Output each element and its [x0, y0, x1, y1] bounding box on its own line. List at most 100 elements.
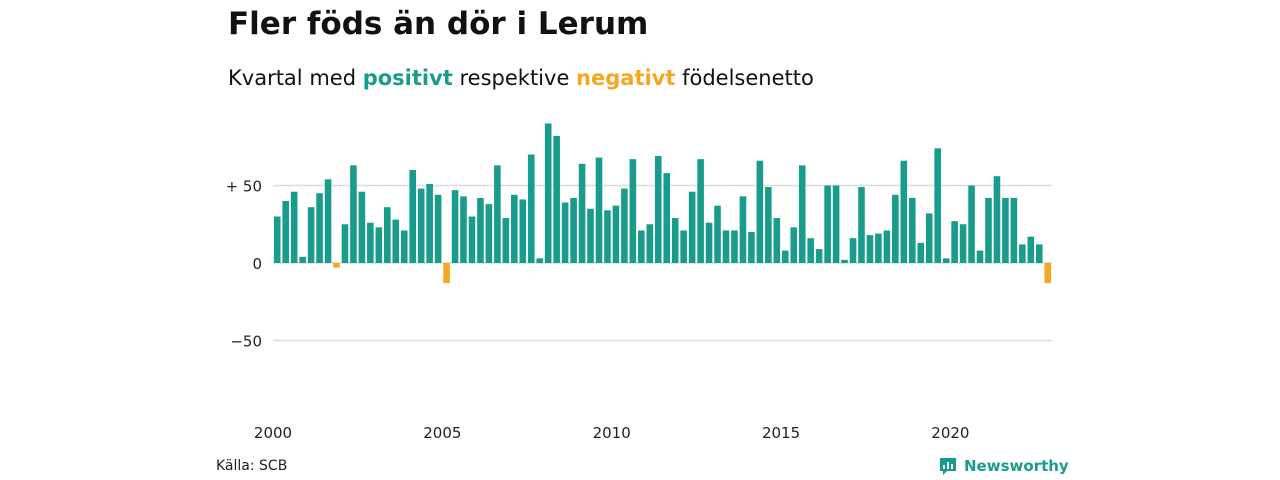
bar	[544, 123, 552, 263]
bar	[739, 196, 747, 263]
bar	[646, 224, 654, 263]
bar	[527, 154, 535, 263]
bar	[451, 190, 459, 263]
x-tick-label: 2010	[593, 424, 631, 442]
bar	[553, 135, 560, 263]
bar	[519, 199, 527, 263]
brand-logo[interactable]: Newsworthy	[938, 456, 1069, 476]
bar	[654, 156, 662, 263]
bar	[392, 219, 400, 263]
bar	[951, 221, 958, 263]
bar	[587, 208, 594, 263]
bar	[604, 210, 611, 263]
bar	[621, 188, 628, 263]
y-tick-label: + 50	[226, 178, 262, 196]
bar	[307, 207, 315, 263]
bar	[1027, 236, 1035, 263]
x-tick-label: 2020	[931, 424, 969, 442]
bar	[1044, 263, 1052, 284]
bar	[426, 183, 433, 263]
bar	[731, 230, 738, 263]
bar	[638, 230, 645, 263]
bar	[485, 204, 493, 263]
bar	[367, 222, 374, 263]
bar	[925, 213, 933, 263]
bar	[273, 216, 281, 263]
bar	[798, 165, 806, 263]
bar-series	[273, 123, 1052, 284]
bar	[917, 242, 925, 263]
bar	[316, 193, 323, 263]
bar	[299, 256, 306, 263]
bar	[875, 233, 882, 263]
bar	[434, 194, 442, 263]
bar	[765, 187, 772, 263]
bar	[511, 194, 518, 263]
bar	[942, 258, 950, 263]
bar	[375, 227, 383, 263]
bar	[756, 160, 764, 263]
bar	[688, 191, 696, 263]
bar	[324, 179, 332, 263]
bar	[282, 201, 289, 263]
bar	[460, 196, 467, 263]
bar	[358, 191, 366, 263]
chart-title: Fler föds än dör i Lerum	[228, 6, 649, 42]
bar	[968, 185, 975, 263]
bar	[290, 191, 298, 263]
bar	[477, 197, 484, 263]
bar	[680, 230, 687, 263]
bar	[400, 230, 408, 263]
bar-chart: + 50 0 −50 2000 2005 2010 2015 2020	[226, 123, 1052, 442]
bar	[409, 170, 417, 263]
chart-subtitle: Kvartal med positivt respektive negativt…	[228, 66, 814, 90]
bar	[790, 227, 798, 263]
bar	[824, 185, 831, 263]
brand-name: Newsworthy	[964, 457, 1069, 475]
bar	[350, 165, 357, 263]
bar	[341, 224, 349, 263]
bar	[671, 218, 679, 263]
bar	[714, 205, 721, 263]
newsworthy-logo-icon	[940, 458, 956, 475]
x-tick-label: 2015	[762, 424, 800, 442]
bar	[443, 263, 450, 284]
x-tick-label: 2000	[254, 424, 292, 442]
bar	[858, 187, 865, 263]
bar	[832, 185, 840, 263]
bar	[866, 235, 874, 263]
bar	[908, 197, 916, 263]
bar	[536, 258, 544, 263]
subtitle-suffix: födelsenetto	[675, 66, 814, 90]
subtitle-prefix: Kvartal med	[228, 66, 363, 90]
source-note: Källa: SCB	[216, 458, 288, 474]
bar	[1036, 244, 1043, 263]
y-tick-label: −50	[230, 333, 262, 351]
bar	[985, 197, 992, 263]
bar	[1002, 197, 1009, 263]
x-axis-ticks: 2000 2005 2010 2015 2020	[254, 424, 970, 442]
bar	[900, 160, 908, 263]
bar	[570, 197, 577, 263]
bar	[1010, 197, 1018, 263]
bar	[849, 238, 857, 263]
bar	[934, 148, 941, 263]
y-axis-ticks: + 50 0 −50	[226, 178, 262, 351]
bar	[841, 259, 848, 263]
bar	[502, 218, 510, 263]
bar	[612, 205, 620, 263]
bar	[705, 222, 713, 263]
bar	[384, 207, 391, 263]
x-tick-label: 2005	[423, 424, 461, 442]
bar	[993, 176, 1001, 263]
bar	[883, 230, 891, 263]
bar	[722, 230, 730, 263]
y-tick-label: 0	[252, 255, 262, 273]
bar	[663, 173, 671, 263]
bar	[417, 188, 425, 263]
subtitle-negative-word: negativt	[576, 66, 676, 90]
bar	[815, 249, 823, 263]
bar	[773, 218, 781, 263]
bar	[629, 159, 637, 263]
bar	[892, 194, 899, 263]
